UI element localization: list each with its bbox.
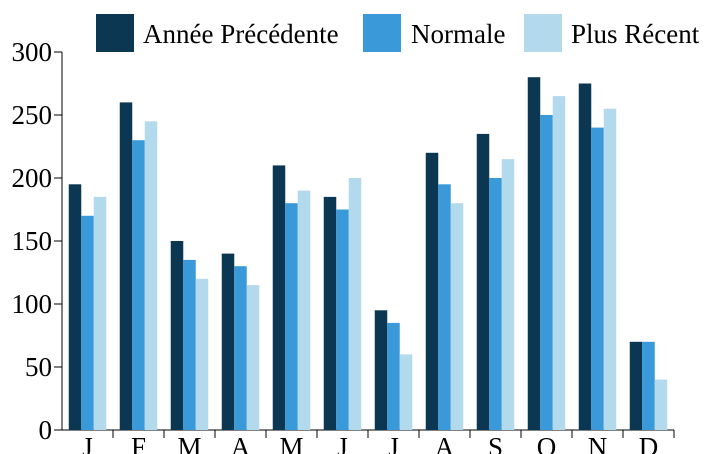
bar <box>527 77 541 430</box>
chart-legend: Année Précédente Normale Plus Récent <box>96 14 700 52</box>
y-tick-label: 50 <box>25 352 52 382</box>
x-tick-label: S <box>488 432 503 454</box>
bar <box>476 133 490 430</box>
x-tick-label: M <box>177 432 201 454</box>
legend-label: Normale <box>411 19 505 49</box>
legend-label: Année Précédente <box>143 19 339 49</box>
bar <box>68 184 82 430</box>
legend-item: Plus Récent <box>524 14 700 52</box>
y-tick-label: 0 <box>39 415 53 445</box>
bar-series <box>68 77 643 431</box>
x-tick-label: M <box>279 432 303 454</box>
bar <box>195 278 209 430</box>
bar <box>183 259 196 430</box>
bar <box>425 152 439 431</box>
legend-item: Année Précédente <box>96 14 339 52</box>
y-tick-label: 250 <box>12 100 53 130</box>
bar <box>144 121 158 431</box>
legend-swatch <box>363 14 401 52</box>
bar <box>450 203 464 430</box>
bar <box>297 190 311 430</box>
bar <box>654 379 668 430</box>
bar <box>438 184 451 430</box>
x-tick-label: J <box>337 432 348 454</box>
legend-item: Normale <box>363 14 505 52</box>
bar <box>93 196 107 430</box>
bar <box>336 209 349 430</box>
x-tick-label: A <box>231 432 251 454</box>
bar-series-group <box>68 77 668 431</box>
bar <box>578 83 592 430</box>
bar <box>348 178 362 430</box>
bar <box>489 178 502 430</box>
bar <box>591 127 604 430</box>
y-tick-label: 200 <box>12 163 53 193</box>
bar <box>387 322 400 430</box>
x-tick-label: O <box>537 432 557 454</box>
bar <box>246 285 260 430</box>
bar <box>629 341 643 430</box>
bar <box>81 215 94 430</box>
legend-swatch <box>524 14 562 52</box>
y-tick-label: 150 <box>12 226 53 256</box>
x-tick-label: A <box>435 432 455 454</box>
bar <box>221 253 235 430</box>
bar <box>285 203 298 430</box>
y-tick-label: 100 <box>12 289 53 319</box>
bar-series <box>81 115 655 430</box>
x-tick-label: D <box>639 432 659 454</box>
y-axis: 0 50 100 150 200 250 300 <box>12 37 63 445</box>
bar <box>501 159 515 430</box>
x-tick-label: J <box>388 432 399 454</box>
bar <box>234 266 247 430</box>
bar <box>642 341 655 430</box>
legend-swatch <box>96 14 134 52</box>
bar <box>540 115 553 430</box>
bar <box>323 196 337 430</box>
bar <box>132 140 145 430</box>
x-tick-label: N <box>588 432 608 454</box>
bar <box>399 354 413 430</box>
bar <box>272 165 286 430</box>
bar <box>603 108 617 430</box>
legend-label: Plus Récent <box>571 19 700 49</box>
bar <box>119 102 133 431</box>
bar <box>170 241 184 430</box>
bar-series <box>93 96 668 431</box>
x-tick-label: F <box>131 432 146 454</box>
bar <box>552 96 566 430</box>
bar <box>374 310 388 430</box>
y-tick-label: 300 <box>12 37 53 67</box>
x-tick-label: J <box>82 432 93 454</box>
